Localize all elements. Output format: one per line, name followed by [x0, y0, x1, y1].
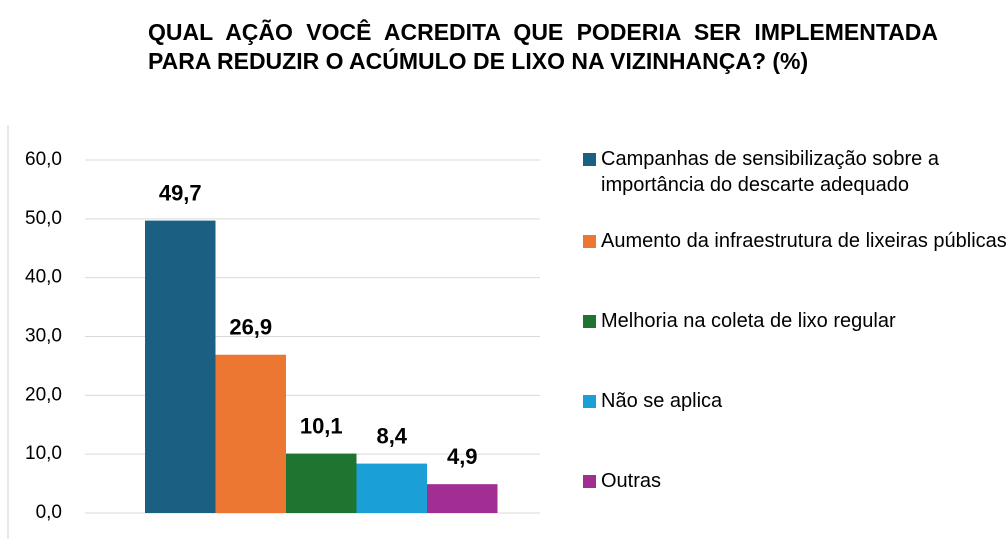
y-tick-label: 30,0 [25, 326, 62, 347]
legend-item: Campanhas de sensibilização sobre a impo… [583, 146, 1006, 198]
bar [427, 484, 498, 513]
bar [215, 354, 286, 513]
legend-item: Não se aplica [583, 388, 1006, 414]
y-tick-label: 10,0 [25, 443, 62, 464]
bar [286, 453, 357, 513]
y-tick-label: 20,0 [25, 384, 62, 405]
data-label: 10,1 [300, 413, 343, 438]
data-label: 8,4 [376, 423, 407, 448]
legend-label: Outras [601, 470, 662, 492]
legend-swatch [583, 315, 596, 328]
y-tick-label: 40,0 [25, 267, 62, 288]
chart-title: QUAL AÇÃO VOCÊ ACREDITA QUE PODERIA SER … [148, 19, 938, 74]
legend-item: Outras [583, 468, 1006, 494]
legend-label: Melhoria na coleta de lixo regular [601, 310, 896, 332]
data-label: 26,9 [229, 315, 272, 340]
y-tick-label: 60,0 [25, 149, 62, 170]
legend-swatch [583, 153, 596, 166]
legend-label: Não se aplica [601, 390, 723, 412]
legend-label: Aumento da infraestrutura de lixeiras pú… [601, 230, 1006, 252]
y-tick-label: 50,0 [25, 208, 62, 229]
legend-swatch [583, 235, 596, 248]
bar [356, 463, 427, 513]
y-tick-label: 0,0 [36, 502, 62, 523]
data-label: 49,7 [159, 180, 202, 205]
legend-item: Aumento da infraestrutura de lixeiras pú… [583, 228, 1006, 254]
legend-label: Campanhas de sensibilização sobre a impo… [601, 148, 939, 196]
data-label: 4,9 [447, 444, 478, 469]
legend-swatch [583, 475, 596, 488]
bar [145, 220, 216, 513]
legend-swatch [583, 395, 596, 408]
legend-item: Melhoria na coleta de lixo regular [583, 308, 1006, 334]
